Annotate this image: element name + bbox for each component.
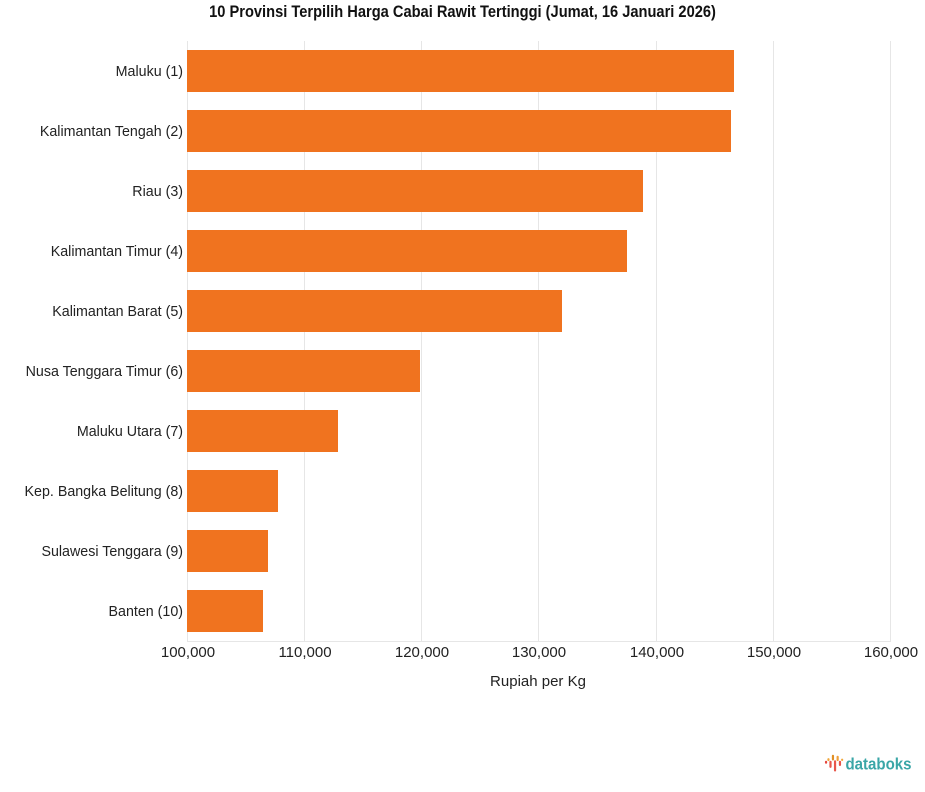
svg-text:databoks: databoks xyxy=(846,756,912,774)
